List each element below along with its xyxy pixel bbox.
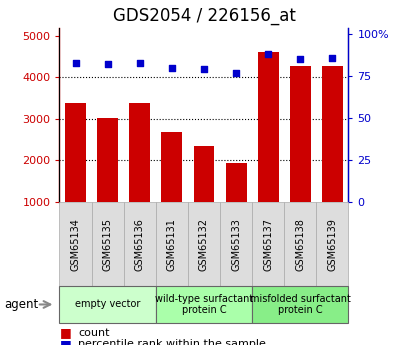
Point (72, 60, 79, 66)
Text: GSM65137: GSM65137 (263, 218, 272, 270)
Point (200, 67, 207, 72)
Point (264, 52, 271, 57)
Text: wild-type surfactant
protein C: wild-type surfactant protein C (155, 294, 252, 315)
Text: GSM65135: GSM65135 (102, 218, 112, 270)
Point (296, 57, 303, 62)
Text: count: count (78, 328, 109, 338)
Text: ■: ■ (59, 326, 71, 339)
Point (104, 62, 110, 67)
Text: GSM65136: GSM65136 (135, 218, 144, 270)
Title: GDS2054 / 226156_at: GDS2054 / 226156_at (112, 7, 295, 25)
Text: GSM65134: GSM65134 (70, 218, 80, 270)
Text: GSM65131: GSM65131 (166, 218, 176, 270)
Point (168, 65, 175, 71)
Bar (129, 103, 150, 243)
Bar (225, 163, 246, 243)
Bar (65, 103, 86, 243)
Point (328, 55, 335, 60)
Point (232, 70, 239, 76)
Bar (161, 132, 182, 243)
Text: misfolded surfactant
protein C: misfolded surfactant protein C (249, 294, 350, 315)
Bar (193, 146, 214, 243)
Bar (321, 66, 342, 243)
Text: percentile rank within the sample: percentile rank within the sample (78, 339, 265, 345)
Text: GSM65138: GSM65138 (294, 218, 305, 270)
Text: ■: ■ (59, 338, 71, 345)
Bar (97, 118, 118, 243)
Text: agent: agent (4, 298, 38, 311)
Bar (257, 52, 278, 243)
Text: empty vector: empty vector (75, 299, 140, 309)
Point (136, 60, 143, 66)
Text: GSM65133: GSM65133 (231, 218, 240, 270)
Text: GSM65139: GSM65139 (327, 218, 337, 270)
Text: GSM65132: GSM65132 (198, 218, 209, 270)
Bar (289, 66, 310, 243)
